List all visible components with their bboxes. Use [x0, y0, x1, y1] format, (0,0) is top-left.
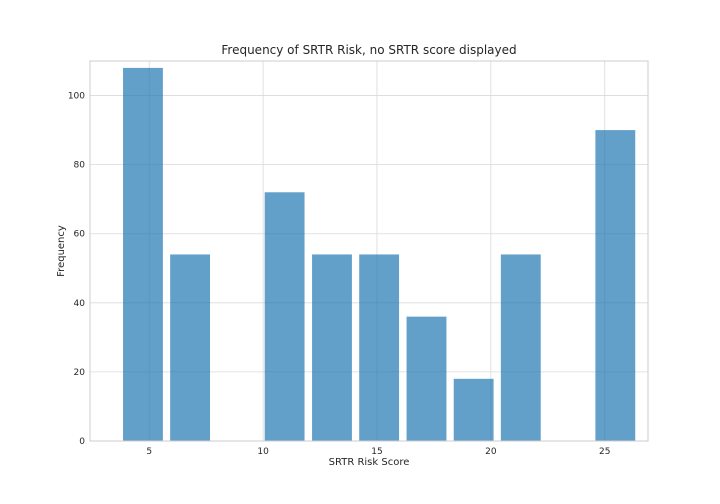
histogram-bar	[500, 254, 541, 441]
x-tick-labels: 5 10 15 20 25	[146, 447, 610, 457]
histogram-bar	[359, 254, 400, 441]
histogram-bar	[170, 254, 211, 441]
y-tick-labels: 0 20 40 60 80 100	[68, 92, 85, 447]
x-axis-label: SRTR Risk Score	[329, 457, 410, 468]
y-tick-label: 40	[74, 299, 86, 309]
y-tick-label: 100	[68, 92, 85, 102]
histogram-bar	[123, 67, 163, 441]
y-tick-label: 80	[74, 161, 86, 171]
histogram-bar	[595, 130, 636, 441]
chart-title: Frequency of SRTR Risk, no SRTR score di…	[221, 43, 516, 57]
histogram-bar	[264, 192, 305, 441]
y-tick-label: 0	[79, 437, 85, 447]
y-tick-label: 20	[74, 368, 86, 378]
x-tick-label: 20	[485, 447, 497, 457]
x-tick-label: 5	[146, 447, 152, 457]
plot-frame	[89, 60, 649, 442]
y-tick-label: 60	[74, 230, 86, 240]
histogram-bar	[312, 254, 352, 441]
histogram-bar	[406, 316, 447, 441]
histogram-bar	[453, 378, 494, 441]
x-tick-label: 10	[257, 447, 269, 457]
bars-layer	[123, 67, 636, 441]
y-axis-label: Frequency	[56, 225, 67, 277]
x-tick-label: 25	[599, 447, 610, 457]
x-tick-label: 15	[371, 447, 382, 457]
